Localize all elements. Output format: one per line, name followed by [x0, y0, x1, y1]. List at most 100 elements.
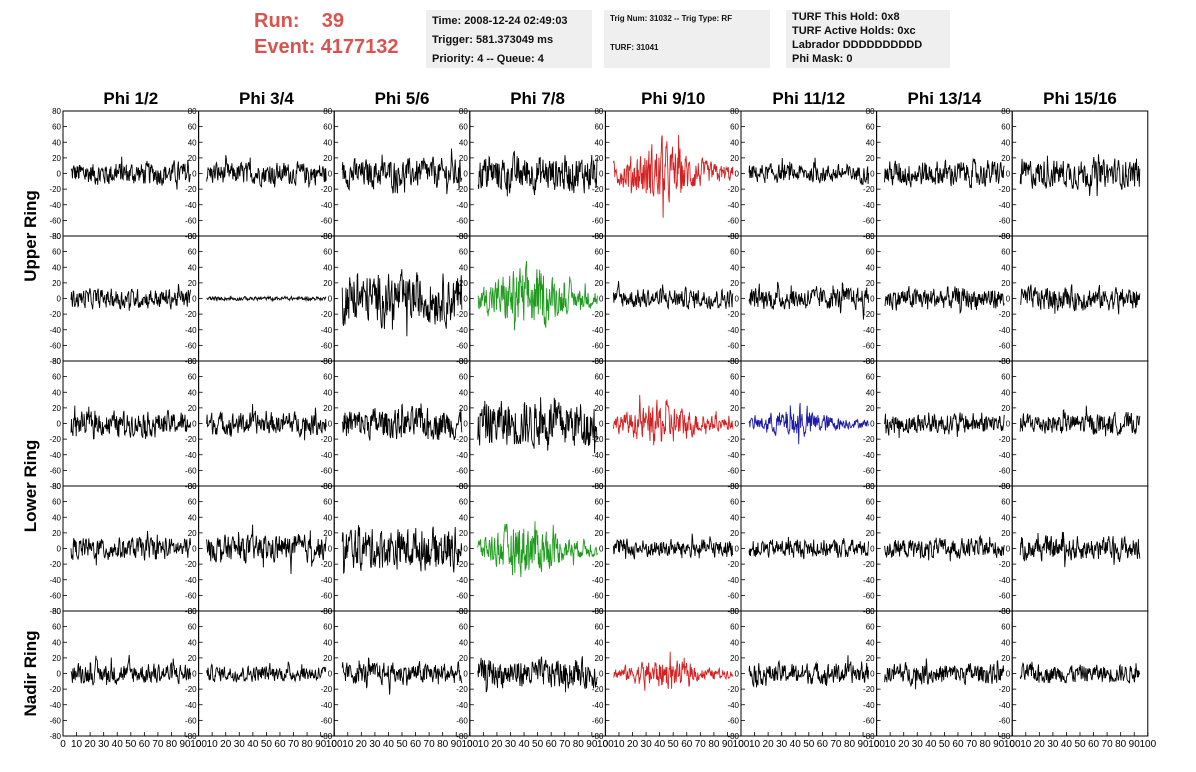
- waveform-trace: [612, 134, 734, 218]
- y-tick-label: 0: [870, 295, 875, 304]
- y-tick-label: 0: [463, 170, 468, 179]
- y-tick-label: 0: [1006, 170, 1011, 179]
- waveform-trace: [206, 524, 327, 574]
- x-tick-label: 10: [1020, 739, 1032, 750]
- y-tick-label: 0: [192, 545, 197, 554]
- y-tick-label: 40: [730, 263, 739, 272]
- y-tick-label: 0: [870, 670, 875, 679]
- x-tick-label: 90: [451, 739, 463, 750]
- y-tick-label: -60: [456, 466, 468, 475]
- y-tick-label: -40: [727, 451, 739, 460]
- y-tick-label: 80: [730, 357, 739, 366]
- y-tick-label: 40: [594, 638, 603, 647]
- y-tick-label: 60: [188, 373, 197, 382]
- y-tick-label: 40: [866, 513, 875, 522]
- waveform-trace: [341, 148, 463, 195]
- waveform-trace: [70, 405, 192, 440]
- y-tick-label: 40: [730, 388, 739, 397]
- x-tick-label: 30: [776, 739, 788, 750]
- y-tick-label: 40: [1001, 388, 1010, 397]
- y-tick-label: 0: [328, 295, 333, 304]
- y-tick-label: -40: [456, 576, 468, 585]
- waveform-trace: [206, 404, 327, 441]
- waveform-trace: [70, 284, 192, 311]
- y-tick-label: -60: [999, 591, 1011, 600]
- y-tick-label: -20: [456, 185, 468, 194]
- y-tick-label: 80: [52, 107, 61, 116]
- y-tick-label: 0: [870, 545, 875, 554]
- x-tick-label: 80: [980, 739, 992, 750]
- y-tick-label: 40: [459, 638, 468, 647]
- y-tick-label: -40: [185, 451, 197, 460]
- y-tick-label: -80: [185, 732, 197, 741]
- waveform-trace: [884, 412, 1005, 439]
- y-tick-label: 80: [459, 482, 468, 491]
- y-tick-label: -60: [592, 341, 604, 350]
- y-tick-label: -20: [49, 310, 61, 319]
- y-tick-label: 60: [52, 123, 61, 132]
- x-tick-label: 20: [356, 739, 368, 750]
- y-tick-label: 80: [594, 232, 603, 241]
- y-tick-label: 60: [866, 623, 875, 632]
- y-tick-label: -60: [592, 466, 604, 475]
- column-header: Phi 15/16: [1043, 89, 1117, 108]
- y-tick-label: 40: [594, 388, 603, 397]
- y-tick-label: 20: [866, 529, 875, 538]
- y-tick-label: -60: [863, 216, 875, 225]
- y-tick-label: -60: [456, 716, 468, 725]
- waveform-trace: [341, 525, 463, 574]
- y-tick-label: -40: [185, 576, 197, 585]
- waveform-trace: [477, 397, 598, 454]
- y-tick-label: -60: [321, 716, 333, 725]
- x-tick-label: 30: [98, 739, 110, 750]
- x-tick-label: 40: [790, 739, 802, 750]
- x-tick-label: 10: [613, 739, 625, 750]
- y-tick-label: 40: [323, 263, 332, 272]
- column-header: Phi 7/8: [510, 89, 565, 108]
- y-tick-label: -80: [727, 732, 739, 741]
- y-tick-label: 60: [1001, 498, 1010, 507]
- y-tick-label: 40: [52, 513, 61, 522]
- labrador-text: Labrador DDDDDDDDDD: [792, 39, 923, 51]
- y-tick-label: 40: [188, 513, 197, 522]
- y-tick-label: 0: [735, 170, 740, 179]
- y-tick-label: 0: [599, 295, 604, 304]
- y-tick-label: 60: [52, 498, 61, 507]
- x-tick-label: 90: [179, 739, 191, 750]
- waveform-trace: [1019, 661, 1141, 684]
- ring-label: Lower Ring: [21, 440, 40, 533]
- waveform-trace: [612, 394, 734, 446]
- y-tick-label: -40: [592, 451, 604, 460]
- y-tick-label: -40: [49, 326, 61, 335]
- y-tick-label: -60: [456, 341, 468, 350]
- run-row: Run: 39: [254, 8, 399, 34]
- y-tick-label: 60: [866, 498, 875, 507]
- x-tick-label: 0: [603, 739, 609, 750]
- y-tick-label: 80: [52, 357, 61, 366]
- x-tick-label: 30: [1047, 739, 1059, 750]
- y-tick-label: 20: [459, 404, 468, 413]
- y-tick-label: 80: [866, 107, 875, 116]
- y-tick-label: 60: [188, 498, 197, 507]
- y-tick-label: 60: [594, 498, 603, 507]
- y-tick-label: -80: [49, 357, 61, 366]
- y-tick-label: -20: [185, 685, 197, 694]
- y-tick-label: 60: [730, 498, 739, 507]
- y-tick-label: 40: [323, 513, 332, 522]
- y-tick-label: 80: [188, 607, 197, 616]
- y-tick-label: -20: [321, 560, 333, 569]
- y-tick-label: 40: [323, 638, 332, 647]
- x-tick-label: 30: [234, 739, 246, 750]
- y-tick-label: -60: [321, 466, 333, 475]
- y-tick-label: 80: [730, 482, 739, 491]
- x-tick-label: 60: [546, 739, 558, 750]
- y-tick-label: 40: [1001, 263, 1010, 272]
- x-tick-label: 90: [722, 739, 734, 750]
- waveform-trace: [612, 281, 734, 311]
- y-tick-label: 40: [730, 638, 739, 647]
- y-tick-label: 80: [594, 107, 603, 116]
- y-tick-label: 40: [188, 388, 197, 397]
- y-tick-label: 60: [730, 373, 739, 382]
- x-tick-label: 50: [803, 739, 815, 750]
